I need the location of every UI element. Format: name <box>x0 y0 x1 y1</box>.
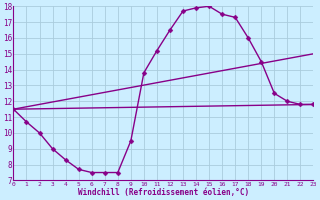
X-axis label: Windchill (Refroidissement éolien,°C): Windchill (Refroidissement éolien,°C) <box>78 188 249 197</box>
